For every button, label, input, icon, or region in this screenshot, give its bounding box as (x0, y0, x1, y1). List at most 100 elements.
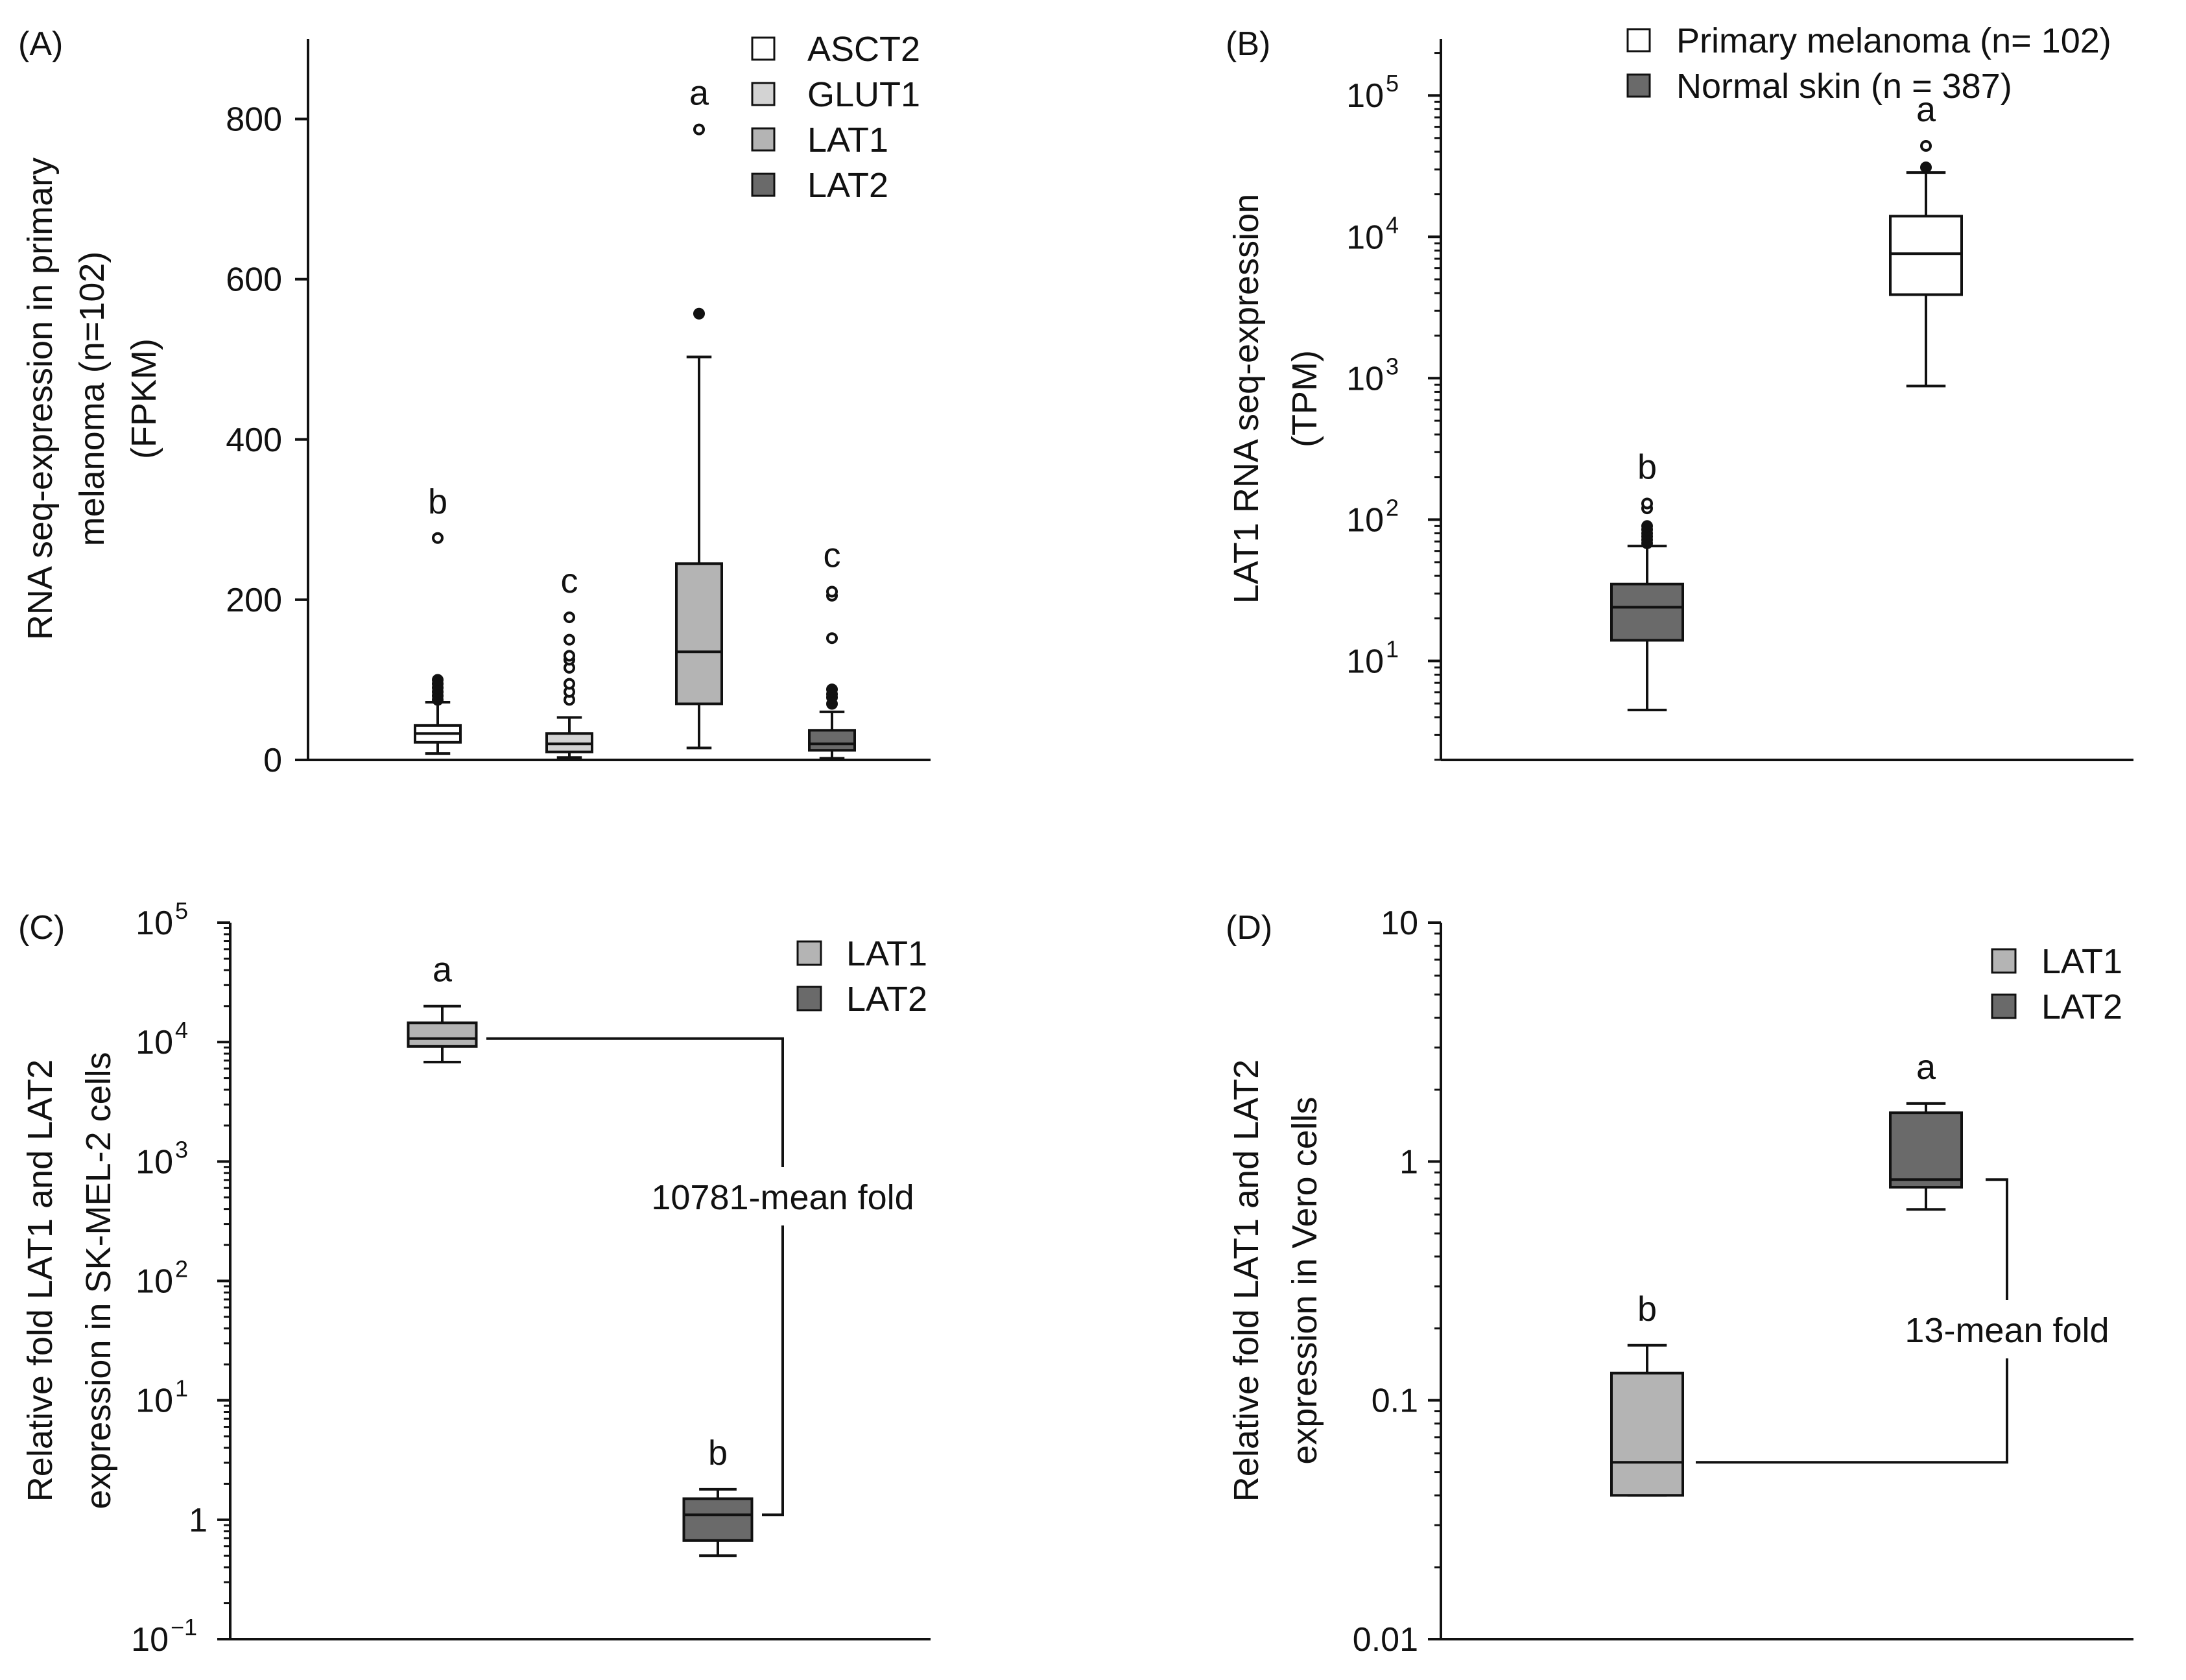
significance-letter: a (689, 74, 709, 113)
box-iqr (675, 562, 723, 705)
legend-label: Normal skin (n = 387) (1676, 67, 2012, 106)
y-axis-label: melanoma (n=102) (73, 252, 112, 547)
outlier-point (432, 674, 444, 686)
box-iqr (682, 1497, 754, 1542)
significance-letter: c (824, 536, 841, 575)
fold-annotation: 13-mean fold (1905, 1311, 2109, 1350)
significance-letter: b (708, 1434, 728, 1473)
y-tick-label-exponent: 2 (175, 1256, 188, 1283)
y-tick-label-exponent: 1 (1386, 635, 1399, 662)
significance-letter: b (1637, 1290, 1657, 1329)
y-tick-label: 10 (136, 1382, 173, 1420)
y-axis-label: expression in Vero cells (1285, 1096, 1324, 1464)
y-tick-label-exponent: −1 (171, 1614, 197, 1640)
y-tick-label: 0.1 (1372, 1382, 1418, 1420)
outlier-point-open (693, 123, 705, 136)
y-tick-label: 10 (136, 1263, 173, 1301)
significance-letter: b (428, 482, 447, 521)
y-tick-label-exponent: 2 (1386, 494, 1399, 521)
outlier-point-open (564, 633, 575, 646)
legend-swatch (796, 940, 822, 966)
y-tick-label: 10 (1346, 360, 1384, 397)
box-lat1: a (675, 74, 723, 750)
annotation-bg (1851, 1300, 2163, 1358)
outlier-point (1641, 520, 1653, 532)
legend-label: GLUT1 (807, 75, 920, 114)
legend-label: LAT1 (2041, 942, 2122, 981)
y-tick-label-exponent: 1 (175, 1375, 188, 1402)
y-tick-label: 10 (1346, 219, 1384, 256)
significance-letter: b (1637, 447, 1657, 486)
y-tick-label: 10 (1381, 905, 1418, 942)
box-iqr (808, 729, 856, 752)
box-asct2: b (414, 482, 462, 755)
legend-label: Primary melanoma (n= 102) (1676, 21, 2111, 60)
outlier-point (826, 683, 838, 696)
significance-letter: a (433, 951, 453, 989)
outlier-point-open (432, 532, 444, 544)
box-lat2: b (682, 1434, 754, 1557)
panel-label: (A) (18, 25, 63, 63)
y-tick-label: 10 (136, 1143, 173, 1181)
y-axis-label: Relative fold LAT1 and LAT2 (21, 1059, 60, 1502)
y-tick-label: 800 (226, 101, 282, 139)
legend-swatch (1626, 28, 1651, 53)
outlier-point-open (1641, 497, 1653, 510)
box-iqr (1889, 1111, 1963, 1189)
annotation-bg (639, 1167, 924, 1225)
y-tick-label-exponent: 4 (175, 1017, 188, 1043)
box-primary-melanoma: a (1889, 90, 1963, 388)
legend-label: LAT2 (2041, 988, 2122, 1026)
box-glut1: c (545, 562, 593, 759)
outlier-point-open (826, 586, 838, 598)
significance-letter: a (1916, 1048, 1936, 1087)
y-tick-label: 600 (226, 261, 282, 299)
panel-label: (C) (18, 909, 65, 947)
outlier-point (1920, 161, 1932, 174)
outlier-point (693, 307, 705, 320)
significance-letter: c (561, 562, 578, 600)
legend-swatch (751, 82, 776, 106)
y-tick-label: 10 (136, 1024, 173, 1061)
y-axis-label: LAT1 RNA seq-expression (1227, 194, 1266, 604)
y-tick-label-exponent: 5 (175, 897, 188, 924)
y-tick-label: 10 (136, 905, 173, 942)
y-tick-label-exponent: 4 (1386, 211, 1399, 238)
y-axis-label: (FPKM) (125, 338, 163, 459)
y-axis-label: RNA seq-expression in primary (21, 158, 60, 640)
y-tick-label: 400 (226, 421, 282, 459)
box-lat2: c (808, 536, 856, 760)
panel-label: (D) (1226, 909, 1272, 947)
y-axis-label: Relative fold LAT1 and LAT2 (1227, 1059, 1266, 1502)
box-normal-skin: b (1610, 447, 1684, 711)
legend-label: LAT2 (846, 980, 927, 1019)
y-axis-label: (TPM) (1285, 350, 1324, 447)
legend-swatch (1991, 948, 2017, 974)
legend-swatch (751, 36, 776, 61)
y-tick-label: 10 (1346, 643, 1384, 680)
y-tick-label: 1 (189, 1502, 208, 1539)
y-tick-label: 10 (1346, 501, 1384, 539)
y-tick-label-exponent: 3 (175, 1136, 188, 1163)
outlier-point-open (1920, 139, 1932, 152)
box-lat2: a (1889, 1048, 1963, 1211)
legend-swatch (751, 127, 776, 152)
panel-d: (D) 0.01 0.1 1 10 Relative fold LAT1 and LAT2… (1226, 905, 2163, 1659)
y-tick-label: 10 (131, 1621, 169, 1659)
y-tick-label: 10 (1346, 77, 1384, 115)
legend-swatch (796, 986, 822, 1012)
box-lat1: b (1610, 1290, 1684, 1497)
legend-label: LAT2 (807, 166, 888, 205)
y-tick-label: 0.01 (1353, 1621, 1418, 1659)
significance-letter: a (1916, 90, 1936, 129)
outlier-point-open (564, 611, 575, 624)
legend-swatch (751, 172, 776, 197)
y-tick-label-exponent: 3 (1386, 353, 1399, 379)
box-iqr (1610, 582, 1684, 642)
outlier-point-open (564, 678, 575, 690)
fold-annotation: 10781-mean fold (651, 1178, 914, 1217)
y-tick-label-exponent: 5 (1386, 70, 1399, 97)
